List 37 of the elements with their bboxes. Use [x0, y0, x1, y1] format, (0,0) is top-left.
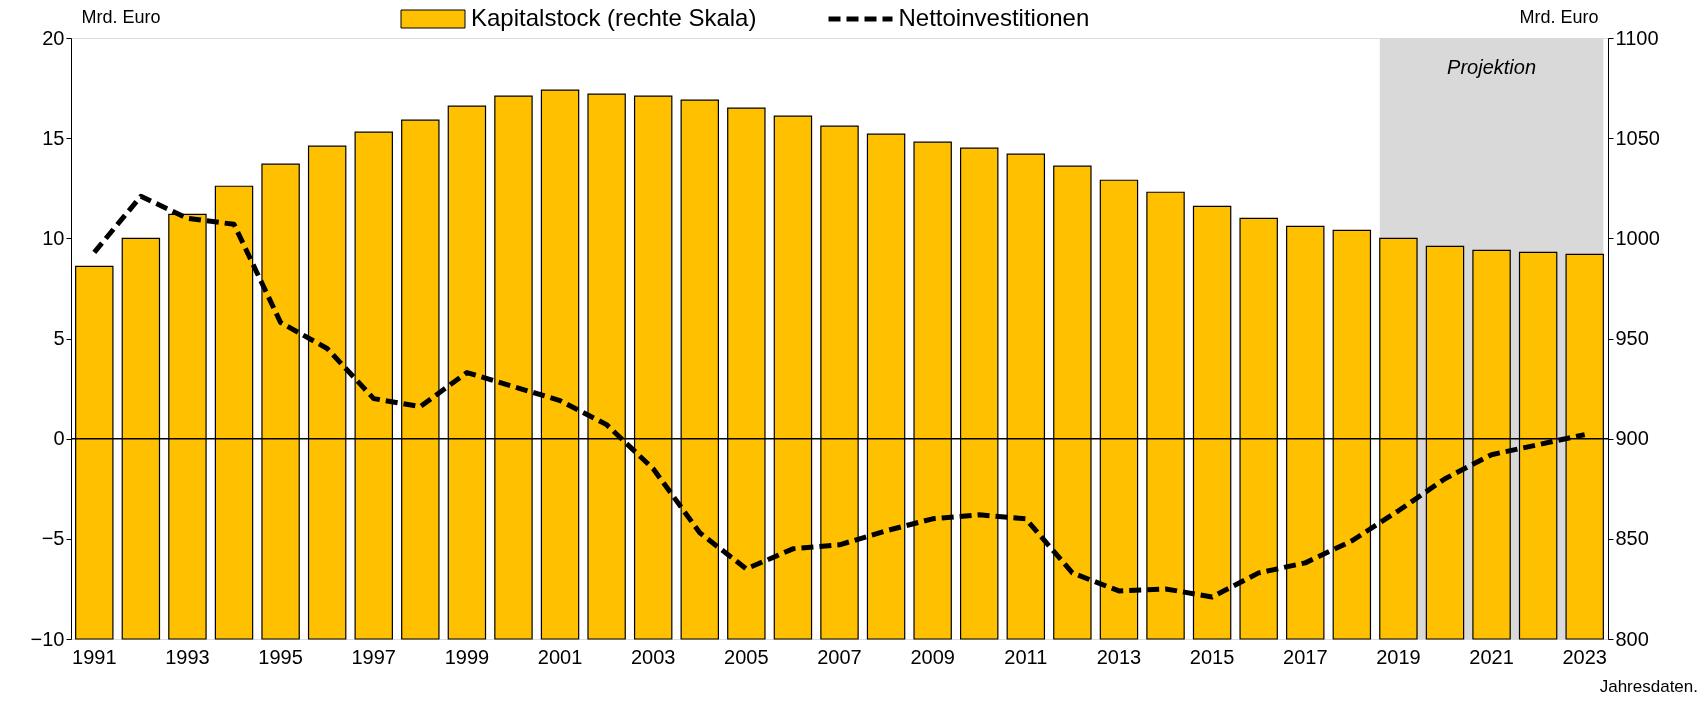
text: Jahresdaten. — [1599, 677, 1698, 696]
y2-tick-label: 850 — [1615, 527, 1649, 550]
y-tick-label: −10 — [30, 627, 65, 650]
legend-label: Kapitalstock (rechte Skala) — [471, 4, 757, 31]
x-tick-label: 2003 — [630, 645, 676, 668]
band-label: Projektion — [1447, 56, 1537, 78]
x-tick-label: 1991 — [72, 645, 117, 668]
y-tick-label: 15 — [42, 126, 65, 149]
y-tick-label: 10 — [42, 226, 65, 249]
y-tick-label: 20 — [42, 26, 65, 49]
x-tick-label: 2013 — [1096, 645, 1142, 668]
y-tick-label: −5 — [41, 527, 65, 550]
x-tick-label: 2015 — [1189, 645, 1235, 668]
x-tick-label: 2005 — [724, 645, 769, 668]
x-tick-label: 1993 — [165, 645, 210, 668]
x-tick-label: 2007 — [817, 645, 862, 668]
legend-label: Nettoinvestitionen — [898, 4, 1090, 31]
y-tick-label: 5 — [53, 327, 65, 349]
y2-tick-label: 800 — [1615, 627, 1649, 650]
x-tick-label: 1997 — [351, 645, 396, 668]
y2-tick-label: 900 — [1615, 427, 1649, 450]
x-tick-label: 1995 — [258, 645, 303, 668]
x-tick-label: 2011 — [1004, 645, 1048, 668]
y2-tick-label: 1000 — [1615, 226, 1660, 249]
y2-tick-label: 1100 — [1615, 26, 1659, 49]
x-tick-label: 2019 — [1376, 645, 1421, 668]
y2-tick-label: 1050 — [1615, 126, 1660, 149]
y-axis-title: Mrd. Euro — [81, 6, 161, 27]
y2-axis-title: Mrd. Euro — [1519, 6, 1599, 27]
x-tick-label: 2001 — [537, 645, 583, 668]
x-tick-label: 2021 — [1469, 645, 1514, 668]
y-tick-label: 0 — [53, 427, 65, 450]
x-tick-label: 2017 — [1283, 645, 1328, 668]
y2-tick-label: 950 — [1615, 327, 1649, 349]
x-tick-label: 1999 — [444, 645, 490, 668]
x-tick-label: 2023 — [1562, 645, 1607, 668]
x-tick-label: 2009 — [910, 645, 955, 668]
